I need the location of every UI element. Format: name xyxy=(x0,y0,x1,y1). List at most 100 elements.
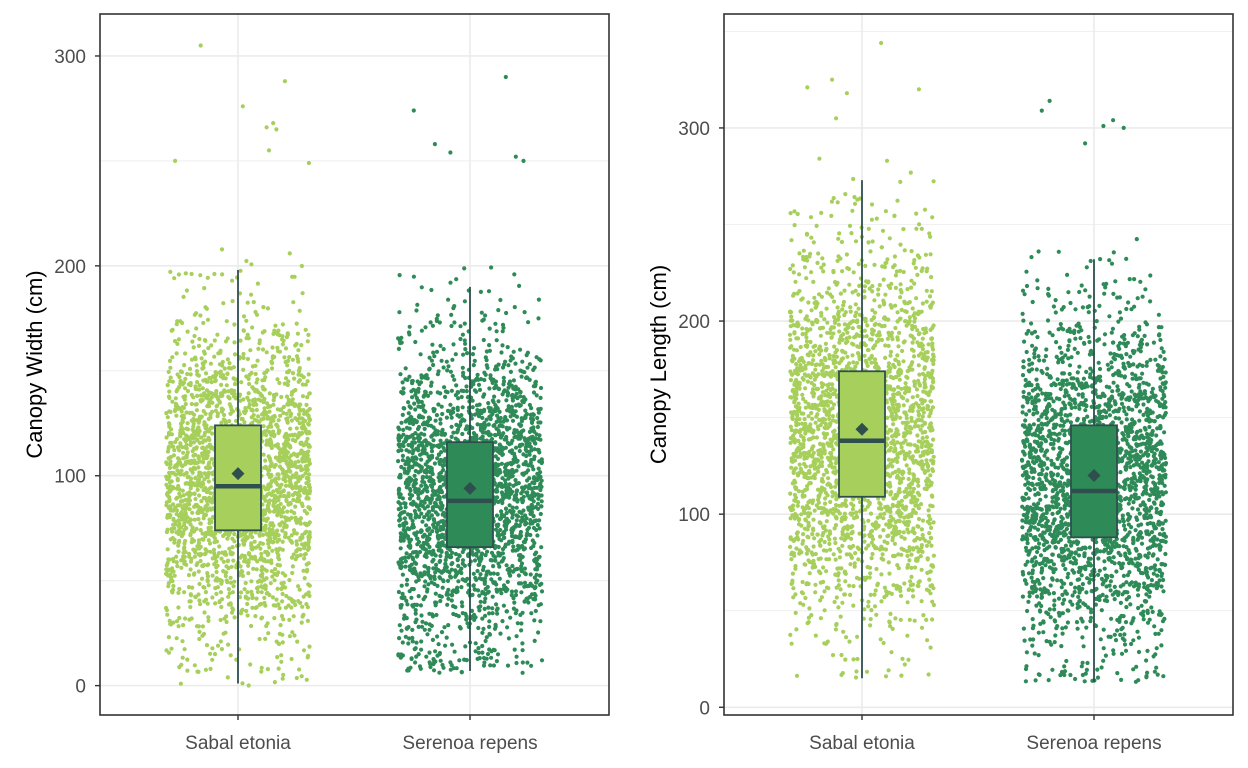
data-point xyxy=(478,289,483,294)
data-point xyxy=(281,617,286,622)
data-point xyxy=(488,416,493,422)
data-point xyxy=(525,375,530,380)
data-point xyxy=(187,507,192,512)
data-point xyxy=(504,517,509,522)
data-point xyxy=(173,401,178,406)
data-point xyxy=(266,468,271,473)
data-point xyxy=(222,388,227,393)
data-point xyxy=(225,536,230,541)
data-point xyxy=(248,662,253,667)
data-point xyxy=(188,604,193,610)
data-point xyxy=(535,506,541,511)
data-point xyxy=(400,496,405,501)
data-point xyxy=(197,493,202,498)
data-point xyxy=(481,626,486,632)
data-point xyxy=(304,569,309,574)
data-point xyxy=(526,505,531,510)
data-point xyxy=(428,661,433,667)
data-point xyxy=(276,570,281,575)
data-point xyxy=(294,675,299,681)
data-point xyxy=(226,558,231,563)
data-point xyxy=(218,369,223,374)
data-point xyxy=(399,583,404,588)
data-point xyxy=(246,376,251,381)
data-point xyxy=(402,555,408,560)
data-point xyxy=(437,559,442,565)
data-point xyxy=(413,339,418,345)
data-point xyxy=(449,598,454,603)
data-point xyxy=(414,602,420,608)
data-point xyxy=(199,435,204,440)
data-point xyxy=(289,418,294,423)
data-point xyxy=(219,382,224,387)
data-point xyxy=(239,569,244,574)
data-point xyxy=(167,395,172,400)
data-point xyxy=(184,437,189,442)
data-point xyxy=(445,592,450,597)
data-point xyxy=(444,359,449,364)
outlier-point xyxy=(306,160,311,166)
data-point xyxy=(476,625,481,631)
data-point xyxy=(498,443,503,448)
data-point xyxy=(176,459,181,464)
data-point xyxy=(196,517,201,522)
data-point xyxy=(831,299,837,304)
data-point xyxy=(406,411,411,416)
data-point xyxy=(494,608,499,613)
data-point xyxy=(201,409,206,414)
data-point xyxy=(411,274,416,279)
data-point xyxy=(438,443,443,448)
data-point xyxy=(249,589,254,595)
data-point xyxy=(483,313,488,318)
data-point xyxy=(265,401,270,406)
data-point xyxy=(513,361,518,366)
data-point xyxy=(201,320,206,326)
data-point xyxy=(211,533,216,538)
data-point xyxy=(164,474,169,479)
data-point xyxy=(441,347,446,352)
data-point xyxy=(405,577,410,583)
data-point xyxy=(503,484,508,489)
data-point xyxy=(188,517,193,522)
data-point xyxy=(188,531,193,536)
data-point xyxy=(423,325,428,330)
data-point xyxy=(206,346,211,351)
data-point xyxy=(252,539,257,544)
data-point xyxy=(175,372,180,377)
data-point xyxy=(442,385,447,390)
data-point xyxy=(212,354,217,359)
data-point xyxy=(191,465,197,470)
data-point xyxy=(289,605,294,610)
data-point xyxy=(500,551,505,556)
data-point xyxy=(170,355,175,360)
data-point xyxy=(518,403,523,408)
data-point xyxy=(397,427,402,432)
data-point xyxy=(492,648,497,653)
data-point xyxy=(284,459,289,464)
data-point xyxy=(416,594,421,599)
data-point xyxy=(411,482,416,487)
data-point xyxy=(504,510,509,516)
data-point xyxy=(442,625,447,630)
data-point xyxy=(514,481,519,486)
data-point xyxy=(250,547,255,552)
data-point xyxy=(239,380,244,385)
data-point xyxy=(223,552,228,557)
data-point xyxy=(289,411,294,416)
data-point xyxy=(241,351,246,357)
data-point xyxy=(409,656,414,662)
data-point xyxy=(397,518,402,523)
data-point xyxy=(218,617,223,623)
data-point xyxy=(232,322,237,327)
data-point xyxy=(438,658,443,663)
data-point xyxy=(521,539,527,545)
data-point xyxy=(482,606,487,612)
data-point xyxy=(400,572,405,577)
data-point xyxy=(473,649,478,654)
data-point xyxy=(166,369,171,374)
outlier-point xyxy=(173,158,178,163)
data-point xyxy=(449,562,454,567)
data-point xyxy=(483,553,488,558)
data-point xyxy=(496,362,501,367)
data-point xyxy=(519,510,524,516)
